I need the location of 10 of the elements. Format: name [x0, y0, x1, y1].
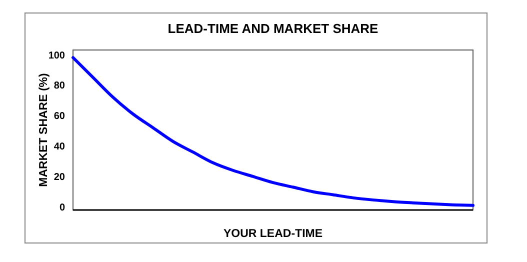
y-axis-title: MARKET SHARE (%) [38, 72, 50, 187]
y-tick-label: 80 [54, 80, 66, 92]
x-axis-title: YOUR LEAD-TIME [223, 228, 323, 240]
line-series [72, 56, 474, 207]
y-tick-label: 0 [59, 202, 66, 214]
y-tick-label: 40 [54, 142, 66, 153]
y-tick-label: 100 [48, 50, 66, 62]
chart-title: LEAD-TIME AND MARKET SHARE [168, 21, 379, 36]
y-tick-label: 20 [54, 172, 66, 184]
y-tick-label: 60 [54, 111, 66, 122]
